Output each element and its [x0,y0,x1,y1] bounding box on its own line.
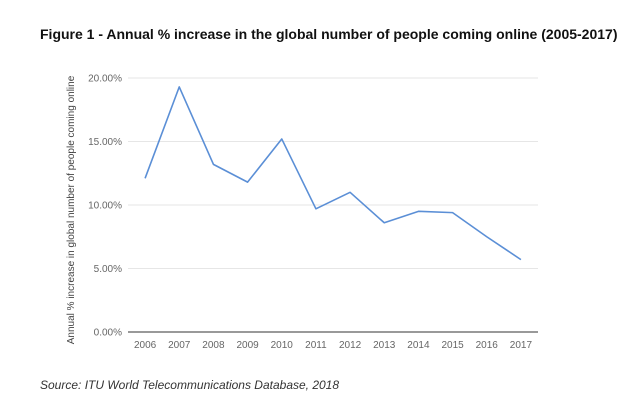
x-tick-label: 2007 [168,340,191,351]
y-tick-label: 10.00% [88,201,122,212]
y-tick-label: 5.00% [94,264,122,275]
x-tick-label: 2017 [510,340,533,351]
x-tick-label: 2011 [305,340,327,351]
x-tick-label: 2013 [373,340,396,351]
series-line [144,86,522,261]
chart-title: Figure 1 - Annual % increase in the glob… [40,26,618,42]
y-tick-labels: 0.00% 5.00% 10.00% 15.00% 20.00% [88,74,122,339]
source-note: Source: ITU World Telecommunications Dat… [40,378,340,392]
y-tick-label: 15.00% [88,137,122,148]
y-axis-label: Annual % increase in global number of pe… [66,75,77,344]
x-tick-label: 2016 [476,340,499,351]
x-tick-label: 2009 [236,340,259,351]
x-tick-label: 2012 [339,340,362,351]
x-tick-label: 2014 [407,340,430,351]
y-tick-label: 0.00% [94,328,122,339]
x-tick-label: 2010 [271,340,294,351]
y-tick-label: 20.00% [88,74,122,85]
x-tick-label: 2008 [202,340,225,351]
x-tick-label: 2015 [441,340,464,351]
grid-lines [128,77,538,269]
x-tick-labels: 2006 2007 2008 2009 2010 2011 2012 2013 2014 2015… [134,340,533,351]
x-tick-label: 2006 [134,340,157,351]
